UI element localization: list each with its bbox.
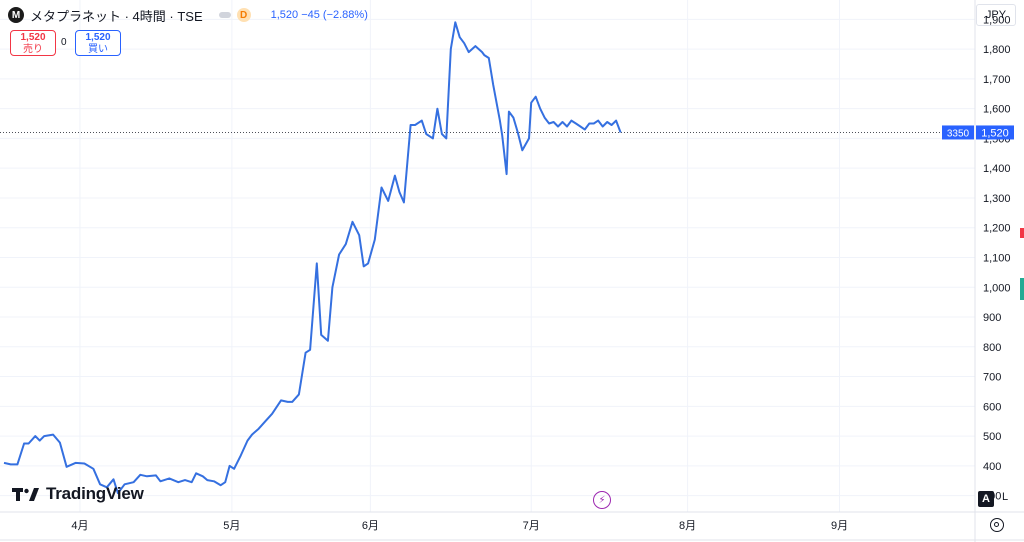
x-tick-label: 5月	[223, 520, 240, 532]
y-tick-label: 1,600	[983, 104, 1011, 116]
symbol-header: M メタプラネット · 4時間 · TSE D 1,520 −45 (−2.88…	[8, 6, 368, 24]
x-tick-label: 8月	[679, 520, 696, 532]
edge-marker-red	[1020, 228, 1024, 238]
y-tick-label: 400	[983, 461, 1001, 473]
price-tag-left-text: 3350	[947, 128, 970, 139]
last-price-tag: 3350 1,520	[942, 125, 1014, 140]
x-tick-label: 9月	[831, 520, 848, 532]
logo-text: TradingView	[46, 484, 144, 503]
y-tick-label: 800	[983, 342, 1001, 354]
price-change-info: 1,520 −45 (−2.88%)	[270, 9, 368, 21]
sell-button[interactable]: 1,520 売り	[10, 30, 56, 56]
y-tick-label: 1,100	[983, 252, 1011, 264]
y-tick-label: 900	[983, 312, 1001, 324]
status-pill-icon	[218, 12, 231, 18]
buy-button[interactable]: 1,520 買い	[75, 30, 121, 56]
y-tick-label: 1,200	[983, 223, 1011, 235]
price-tag-bg	[976, 125, 1014, 140]
currency-selector[interactable]: JPY	[976, 4, 1016, 26]
y-tick-label: 1,900	[983, 14, 1011, 26]
delay-badge[interactable]: D	[236, 8, 251, 22]
flash-icon[interactable]: ⚡	[593, 491, 611, 509]
tradingview-logo[interactable]: TradingView	[12, 484, 144, 504]
buy-price: 1,520	[85, 32, 111, 43]
time-axis-labels: 4月 5月 6月 7月 8月 9月	[71, 520, 848, 532]
log-scale-button[interactable]: L	[1002, 491, 1009, 503]
y-tick-label: 1,300	[983, 193, 1011, 205]
sell-label: 売り	[23, 44, 43, 55]
edge-marker-green	[1020, 278, 1024, 300]
y-tick-label: 1,700	[983, 74, 1011, 86]
price-tag-left-bg	[942, 125, 974, 140]
price-tag-text: 1,520	[981, 127, 1009, 139]
y-tick-label: 1,400	[983, 163, 1011, 175]
tradingview-logo-icon	[12, 488, 39, 501]
price-axis-labels: 3004005006007008009001,0001,1001,2001,30…	[983, 14, 1011, 502]
spread-value: 0	[61, 37, 67, 48]
price-series-line	[3, 21, 622, 495]
x-tick-label: 4月	[71, 520, 88, 532]
auto-scale-button[interactable]: A	[978, 491, 994, 507]
sell-price: 1,520	[20, 32, 46, 43]
x-tick-label: 6月	[362, 520, 379, 532]
y-tick-label: 500	[983, 431, 1001, 443]
symbol-name[interactable]: メタプラネット · 4時間 · TSE	[30, 8, 203, 24]
y-tick-label: 1,000	[983, 282, 1011, 294]
y-tick-label: 1,800	[983, 44, 1011, 56]
vertical-gridlines	[79, 0, 841, 512]
x-tick-label: 7月	[523, 520, 540, 532]
buy-label: 買い	[88, 44, 108, 55]
symbol-logo-icon[interactable]: M	[8, 7, 24, 23]
y-tick-label: 700	[983, 372, 1001, 384]
settings-gear-icon[interactable]	[990, 518, 1004, 532]
y-tick-label: 600	[983, 401, 1001, 413]
horizontal-gridlines	[0, 18, 975, 497]
